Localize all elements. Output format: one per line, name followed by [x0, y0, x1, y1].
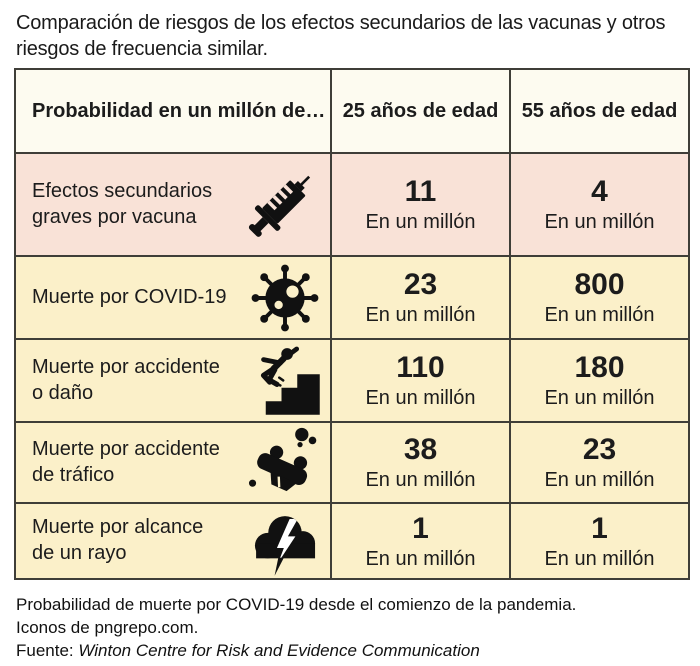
- risk-label-cell: Muerte por alcance de un rayo: [14, 502, 332, 580]
- risk-value: 38: [403, 433, 438, 466]
- table-row-vaccine: Efectos secundarios graves por vacuna: [14, 152, 690, 257]
- risk-label-cell: Muerte por accidente o daño: [14, 338, 332, 423]
- risk-value: 1: [591, 511, 608, 545]
- value-cell-age25: 1 En un millón: [330, 502, 511, 580]
- unit-label: En un millón: [544, 211, 655, 233]
- header-age-55: 55 años de edad: [509, 68, 690, 154]
- value-cell-age55: 180 En un millón: [509, 338, 690, 423]
- risk-comparison-table: Probabilidad en un millón de… 25 años de…: [14, 68, 690, 580]
- falling-down-stairs-icon: [250, 345, 322, 417]
- source-prefix: Fuente:: [16, 640, 79, 660]
- risk-value: 180: [574, 351, 625, 384]
- risk-value: 1: [412, 511, 429, 545]
- risk-label: Muerte por alcance de un rayo: [32, 516, 204, 564]
- value-cell-age55: 800 En un millón: [509, 255, 690, 340]
- unit-label: En un millón: [365, 469, 476, 491]
- risk-label: Muerte por accidente o daño: [32, 355, 220, 404]
- risk-value: 23: [582, 433, 617, 466]
- header-probability: Probabilidad en un millón de…: [14, 68, 332, 154]
- risk-value: 110: [396, 351, 445, 384]
- risk-value: 23: [403, 268, 438, 301]
- footnotes: Probabilidad de muerte por COVID-19 desd…: [16, 594, 700, 663]
- source-name: Winton Centre for Risk and Evidence Comm…: [78, 640, 480, 660]
- footnote-source: Fuente: Winton Centre for Risk and Evide…: [16, 640, 700, 663]
- table-row-lightning: Muerte por alcance de un rayo: [14, 502, 690, 580]
- car-crash-icon: [246, 425, 322, 501]
- risk-label: Muerte por COVID-19: [32, 285, 227, 308]
- virus-icon: [248, 261, 322, 335]
- risk-value: 11: [404, 175, 437, 208]
- unit-label: En un millón: [365, 387, 476, 409]
- header-row: Probabilidad en un millón de… 25 años de…: [14, 68, 690, 154]
- value-cell-age25: 110 En un millón: [330, 338, 511, 423]
- unit-label: En un millón: [544, 304, 655, 326]
- table-row-traffic: Muerte por accidente de tráfico: [14, 421, 690, 504]
- table-row-accident: Muerte por accidente o daño: [14, 338, 690, 423]
- storm-cloud-lightning-icon: [248, 504, 322, 578]
- unit-label: En un millón: [544, 469, 655, 491]
- value-cell-age25: 11 En un millón: [330, 152, 511, 257]
- table-row-covid: Muerte por COVID-19: [14, 255, 690, 340]
- unit-label: En un millón: [365, 304, 476, 326]
- risk-label-cell: Muerte por accidente de tráfico: [14, 421, 332, 504]
- risk-label-cell: Efectos secundarios graves por vacuna: [14, 152, 332, 257]
- risk-label-cell: Muerte por COVID-19: [14, 255, 332, 340]
- unit-label: En un millón: [544, 387, 655, 409]
- risk-value: 4: [591, 175, 608, 208]
- value-cell-age25: 23 En un millón: [330, 255, 511, 340]
- risk-value: 800: [574, 268, 625, 301]
- unit-label: En un millón: [544, 547, 655, 570]
- page-title: Comparación de riesgos de los efectos se…: [16, 12, 666, 60]
- risk-label: Muerte por accidente de tráfico: [32, 437, 220, 486]
- value-cell-age25: 38 En un millón: [330, 421, 511, 504]
- syringe-icon: [234, 161, 322, 249]
- risk-label: Efectos secundarios graves por vacuna: [32, 179, 213, 228]
- unit-label: En un millón: [365, 547, 476, 570]
- value-cell-age55: 1 En un millón: [509, 502, 690, 580]
- footnote-pandemic: Probabilidad de muerte por COVID-19 desd…: [16, 595, 577, 614]
- value-cell-age55: 4 En un millón: [509, 152, 690, 257]
- footnote-icons-credit: Iconos de pngrepo.com.: [16, 617, 199, 637]
- value-cell-age55: 23 En un millón: [509, 421, 690, 504]
- header-age-25: 25 años de edad: [330, 68, 511, 154]
- unit-label: En un millón: [365, 211, 476, 233]
